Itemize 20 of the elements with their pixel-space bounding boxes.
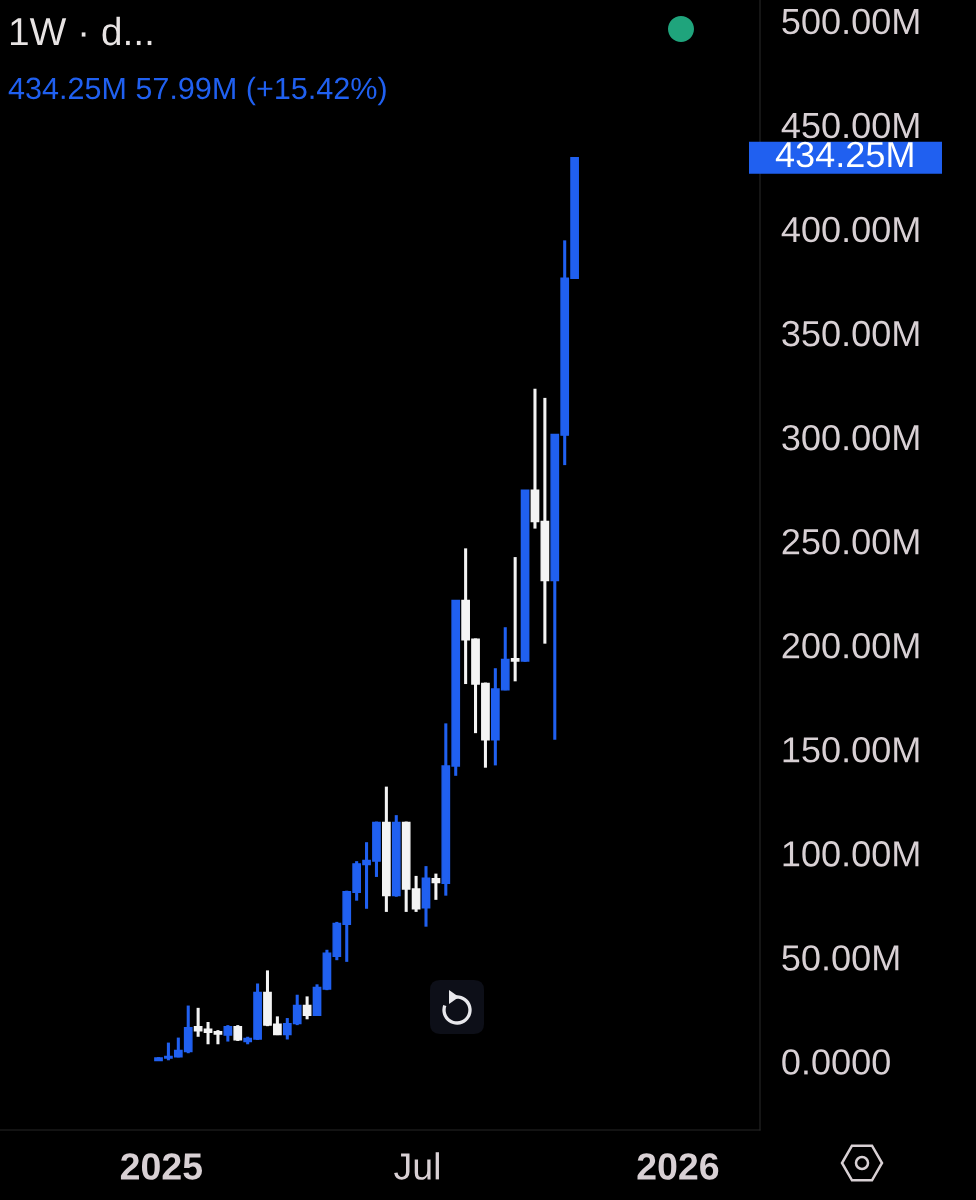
y-tick-label: 400.00M [781,216,919,243]
y-tick-label: 450.00M [781,112,919,139]
y-tick-label: 300.00M [782,424,919,451]
text: 434.25M [775,141,913,168]
text: 434.25M 57.99M (+15.42%) [8,76,386,106]
chart-title: 1W · d... [10,16,152,46]
y-tick-label: 250.00M [782,528,919,555]
x-tick-label: 2025 [120,1153,203,1180]
x-tick-label: 2026 [637,1153,719,1180]
y-tick-label: 200.00M [782,632,919,659]
y-tick-label: 500.00M [782,8,919,35]
candlestick [510,557,520,682]
candlestick [302,996,312,1020]
y-tick-label: 350.00M [782,320,919,347]
y-tick-label: 0.0000 [782,1049,890,1075]
x-tick-label: Jul [394,1152,439,1180]
y-tick-label: 50.00M [782,945,899,971]
y-tick-label: 100.00M [783,841,919,867]
candlestick [203,1021,213,1045]
y-tick-label: 150.00M [783,737,919,763]
